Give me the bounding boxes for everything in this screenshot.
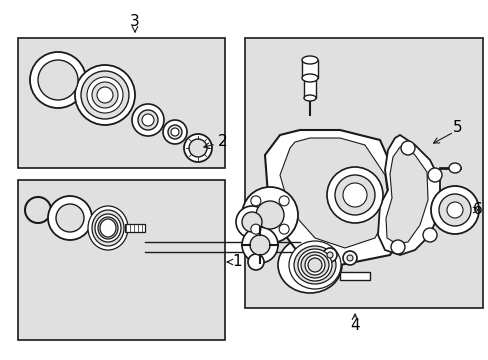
Ellipse shape	[56, 204, 84, 232]
Ellipse shape	[247, 254, 264, 270]
Text: 6: 6	[472, 202, 482, 217]
Ellipse shape	[302, 56, 317, 64]
Text: 5: 5	[452, 121, 462, 135]
Ellipse shape	[242, 227, 278, 263]
Ellipse shape	[92, 210, 124, 246]
Ellipse shape	[163, 120, 186, 144]
Ellipse shape	[132, 104, 163, 136]
Bar	[302, 60, 317, 78]
Ellipse shape	[304, 95, 315, 101]
Ellipse shape	[183, 134, 212, 162]
Bar	[125, 224, 145, 232]
Ellipse shape	[138, 110, 158, 130]
Ellipse shape	[171, 128, 179, 136]
Ellipse shape	[87, 77, 123, 113]
Ellipse shape	[48, 196, 92, 240]
Ellipse shape	[342, 183, 366, 207]
Ellipse shape	[81, 71, 129, 119]
Ellipse shape	[326, 252, 332, 258]
Polygon shape	[377, 135, 439, 255]
Text: 2: 2	[218, 135, 227, 149]
Ellipse shape	[279, 196, 288, 206]
Ellipse shape	[430, 186, 478, 234]
Ellipse shape	[400, 141, 414, 155]
Ellipse shape	[38, 60, 78, 100]
Ellipse shape	[288, 241, 340, 289]
Ellipse shape	[448, 163, 460, 173]
Bar	[18, 180, 224, 340]
Polygon shape	[385, 145, 427, 244]
Ellipse shape	[342, 251, 356, 265]
Bar	[304, 80, 315, 98]
Ellipse shape	[326, 167, 382, 223]
Ellipse shape	[75, 65, 135, 125]
Ellipse shape	[446, 202, 462, 218]
Ellipse shape	[189, 139, 206, 157]
Ellipse shape	[297, 249, 331, 281]
Ellipse shape	[293, 246, 335, 284]
Ellipse shape	[88, 206, 128, 250]
Ellipse shape	[92, 82, 118, 108]
Ellipse shape	[242, 212, 262, 232]
Ellipse shape	[278, 237, 341, 293]
Ellipse shape	[236, 206, 267, 238]
Ellipse shape	[427, 168, 441, 182]
Ellipse shape	[346, 255, 352, 261]
Polygon shape	[280, 138, 389, 248]
Ellipse shape	[307, 258, 321, 272]
Ellipse shape	[390, 240, 404, 254]
Ellipse shape	[301, 252, 328, 278]
Ellipse shape	[305, 255, 325, 275]
Ellipse shape	[250, 196, 260, 206]
Bar	[339, 272, 369, 280]
Ellipse shape	[100, 219, 116, 237]
Ellipse shape	[97, 87, 113, 103]
Ellipse shape	[142, 114, 154, 126]
Ellipse shape	[168, 125, 182, 139]
Ellipse shape	[323, 248, 336, 262]
Ellipse shape	[279, 224, 288, 234]
Text: 4: 4	[349, 318, 359, 333]
Ellipse shape	[334, 175, 374, 215]
Polygon shape	[264, 130, 404, 265]
Ellipse shape	[302, 74, 317, 82]
Ellipse shape	[256, 201, 284, 229]
Bar	[244, 38, 482, 308]
Ellipse shape	[249, 235, 269, 255]
Ellipse shape	[30, 52, 86, 108]
Text: 3: 3	[130, 14, 140, 30]
Ellipse shape	[422, 228, 436, 242]
Text: 1: 1	[231, 255, 241, 270]
Ellipse shape	[438, 194, 470, 226]
Ellipse shape	[98, 217, 118, 239]
Ellipse shape	[242, 187, 297, 243]
Bar	[18, 38, 224, 168]
Ellipse shape	[250, 224, 260, 234]
Ellipse shape	[95, 214, 121, 242]
